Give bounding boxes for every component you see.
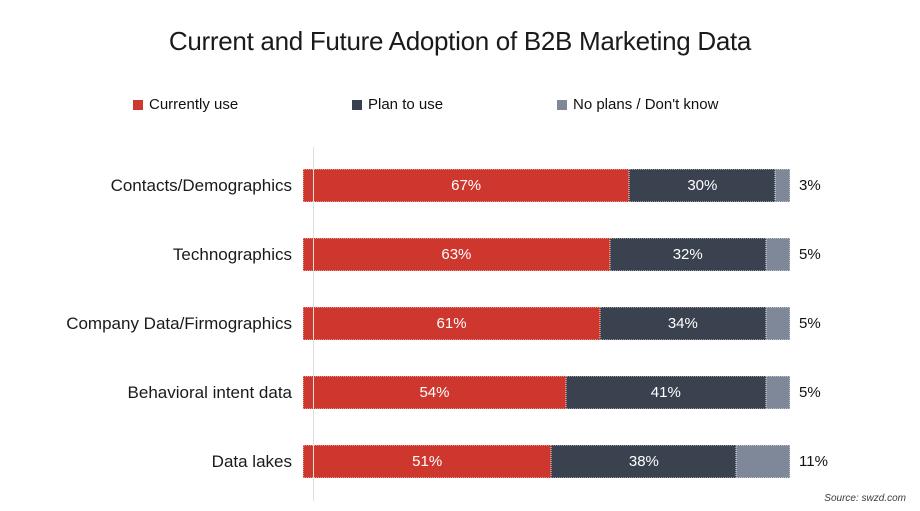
category-label: Technographics (172, 244, 292, 264)
bar-segment-no-plans-don-t-know (765, 307, 790, 340)
segment-value-label: 63% (441, 246, 472, 263)
bar-track: 51% 38% (303, 445, 790, 478)
category-label: Company Data/Firmographics (66, 313, 292, 333)
legend-swatch-no-plans (557, 99, 567, 110)
outside-value-label: 5% (799, 384, 821, 401)
segment-value-label: 61% (436, 315, 467, 332)
category-label: Data lakes (211, 451, 292, 471)
bar-segment-plan-to-use: 34% (600, 307, 766, 340)
chart-row: Contacts/Demographics 67% 30% 3% (0, 151, 920, 220)
outside-value-label: 3% (799, 177, 821, 194)
source-note: Source: swzd.com (824, 493, 906, 504)
segment-value-label: 38% (628, 453, 659, 470)
legend-label: Plan to use (368, 96, 444, 113)
chart-row: Data lakes 51% 38% 11% (0, 427, 920, 496)
bar-segment-currently-use: 61% (303, 307, 601, 340)
segment-value-label: 30% (687, 177, 718, 194)
bar-segment-plan-to-use: 38% (551, 445, 737, 478)
segment-value-label: 54% (419, 384, 450, 401)
bar-segment-plan-to-use: 32% (609, 238, 766, 271)
bar-track: 63% 32% (303, 238, 790, 271)
bar-track: 67% 30% (303, 169, 790, 202)
legend-item-no-plans: No plans / Don't know (557, 96, 718, 113)
bar-segment-currently-use: 67% (303, 169, 630, 202)
stacked-bar-chart: Contacts/Demographics 67% 30% 3% Technograph… (0, 147, 920, 501)
legend-label: No plans / Don't know (573, 96, 719, 113)
bar-segment-currently-use: 51% (303, 445, 552, 478)
bar-segment-no-plans-don-t-know (765, 376, 790, 409)
bar-segment-plan-to-use: 30% (629, 169, 776, 202)
chart-row: Behavioral intent data 54% 41% 5% (0, 358, 920, 427)
chart-row: Company Data/Firmographics 61% 34% 5% (0, 289, 920, 358)
segment-value-label: 34% (667, 315, 698, 332)
bar-segment-no-plans-don-t-know (775, 169, 790, 202)
bar-track: 54% 41% (303, 376, 790, 409)
y-axis-line (313, 147, 314, 501)
outside-value-label: 5% (799, 315, 821, 332)
chart-rows: Contacts/Demographics 67% 30% 3% Technograph… (0, 151, 920, 496)
chart-row: Technographics 63% 32% 5% (0, 220, 920, 289)
legend-swatch-plan-to-use (352, 99, 362, 110)
category-label: Contacts/Demographics (110, 175, 292, 195)
chart-title: Current and Future Adoption of B2B Marke… (168, 26, 752, 56)
bar-segment-currently-use: 63% (303, 238, 610, 271)
bar-segment-no-plans-don-t-know (765, 238, 790, 271)
bar-segment-no-plans-don-t-know (736, 445, 790, 478)
segment-value-label: 32% (672, 246, 703, 263)
segment-value-label: 41% (650, 384, 681, 401)
outside-value-label: 5% (799, 246, 821, 263)
category-label: Behavioral intent data (127, 382, 292, 402)
segment-value-label: 51% (412, 453, 443, 470)
legend-label: Currently use (149, 96, 239, 113)
legend: Currently use Plan to use No plans / Don… (0, 96, 920, 116)
bar-track: 61% 34% (303, 307, 790, 340)
legend-item-plan-to-use: Plan to use (352, 96, 443, 113)
outside-value-label: 11% (799, 453, 828, 470)
legend-swatch-currently-use (133, 99, 143, 110)
bar-segment-currently-use: 54% (303, 376, 566, 409)
segment-value-label: 67% (451, 177, 482, 194)
legend-item-currently-use: Currently use (133, 96, 238, 113)
bar-segment-plan-to-use: 41% (565, 376, 766, 409)
